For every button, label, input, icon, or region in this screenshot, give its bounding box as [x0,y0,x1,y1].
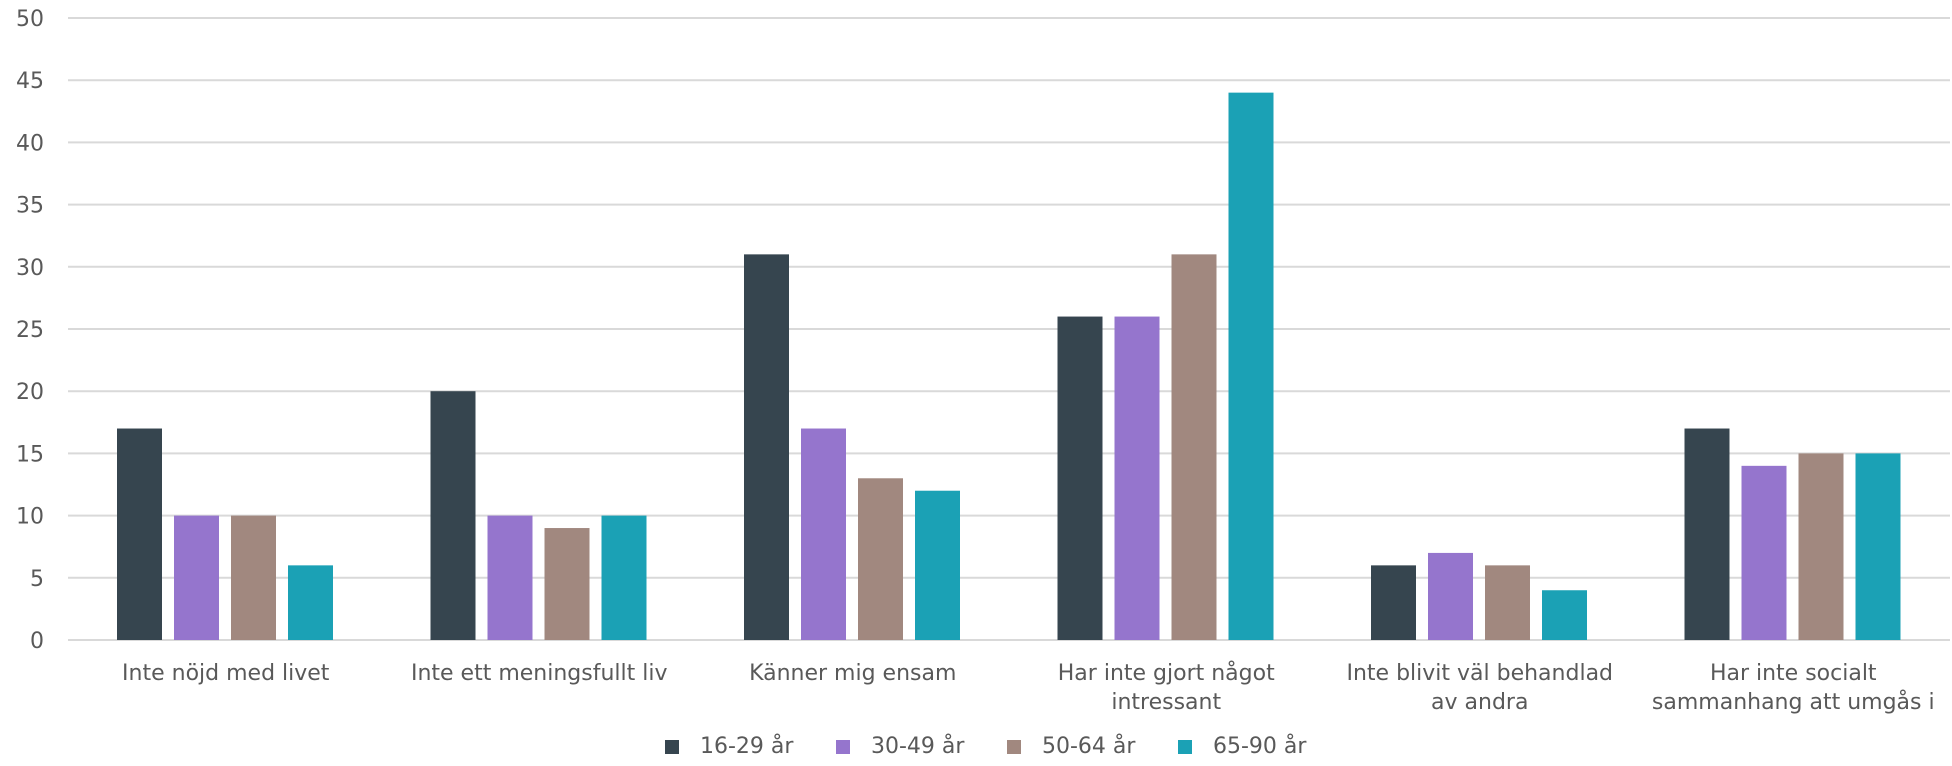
legend-label: 50-64 år [1042,733,1136,759]
y-tick-label: 50 [16,7,44,32]
legend-swatch [1178,740,1192,754]
y-axis-tick-labels: 0 5 10 15 20 25 30 35 40 45 50 [16,7,44,654]
x-category-label: Känner mig ensam [749,661,956,686]
y-tick-label: 15 [16,442,44,467]
y-tick-label: 40 [16,131,44,156]
bar-16-29-år-cat-3 [1057,316,1103,640]
x-category-label: sammanhang att umgås i [1652,689,1935,715]
bar-50-64-år-cat-2 [858,478,903,640]
y-tick-label: 35 [16,194,44,219]
gridlines [68,17,1950,641]
legend-label: 65-90 år [1213,733,1307,759]
x-category-label: Har inte gjort något [1058,660,1275,686]
bar-16-29-år-cat-4 [1371,565,1416,640]
x-category-label: Inte blivit väl behandlad [1346,661,1613,686]
y-tick-label: 45 [16,69,44,94]
legend-swatch [665,740,679,754]
bar-65-90-år-cat-5 [1855,453,1901,640]
x-category-label: Inte nöjd med livet [122,661,330,686]
x-category-label: intressant [1111,690,1221,715]
x-category-label: av andra [1431,690,1528,715]
bar-30-49-år-cat-3 [1114,316,1160,640]
legend-label: 30-49 år [871,733,965,759]
legend-label: 16-29 år [700,733,794,759]
bar-30-49-år-cat-0 [174,515,219,640]
bar-50-64-år-cat-3 [1171,254,1217,641]
legend: 16-29 år 30-49 år 50-64 år 65-90 år [665,733,1307,759]
bar-16-29-år-cat-5 [1684,428,1730,640]
x-category-label: Inte ett meningsfullt liv [411,661,668,686]
y-tick-label: 10 [16,505,44,530]
bar-16-29-år-cat-1 [430,391,476,640]
y-tick-label: 30 [16,256,44,281]
y-tick-label: 0 [30,629,44,654]
bar-50-64-år-cat-0 [231,515,276,640]
bar-30-49-år-cat-1 [487,515,533,640]
bar-16-29-år-cat-2 [744,254,789,641]
bar-65-90-år-cat-2 [915,490,960,640]
bar-65-90-år-cat-0 [288,565,333,640]
bar-50-64-år-cat-5 [1798,453,1844,640]
bar-65-90-år-cat-3 [1228,92,1274,640]
y-tick-label: 5 [30,567,44,592]
bar-30-49-år-cat-2 [801,428,846,640]
bars [117,92,1901,641]
x-category-label: Har inte socialt [1710,661,1877,686]
bar-30-49-år-cat-5 [1741,465,1787,640]
bar-65-90-år-cat-4 [1542,590,1587,640]
legend-swatch [836,740,850,754]
y-tick-label: 25 [16,318,44,343]
legend-swatch [1007,740,1021,754]
y-tick-label: 20 [16,380,44,405]
bar-65-90-år-cat-1 [601,515,647,640]
bar-30-49-år-cat-4 [1428,552,1473,640]
bar-50-64-år-cat-1 [544,528,590,640]
bar-16-29-år-cat-0 [117,428,162,640]
bar-50-64-år-cat-4 [1485,565,1530,640]
x-axis-category-labels: Inte nöjd med livet Inte ett meningsfullt… [122,660,1935,715]
